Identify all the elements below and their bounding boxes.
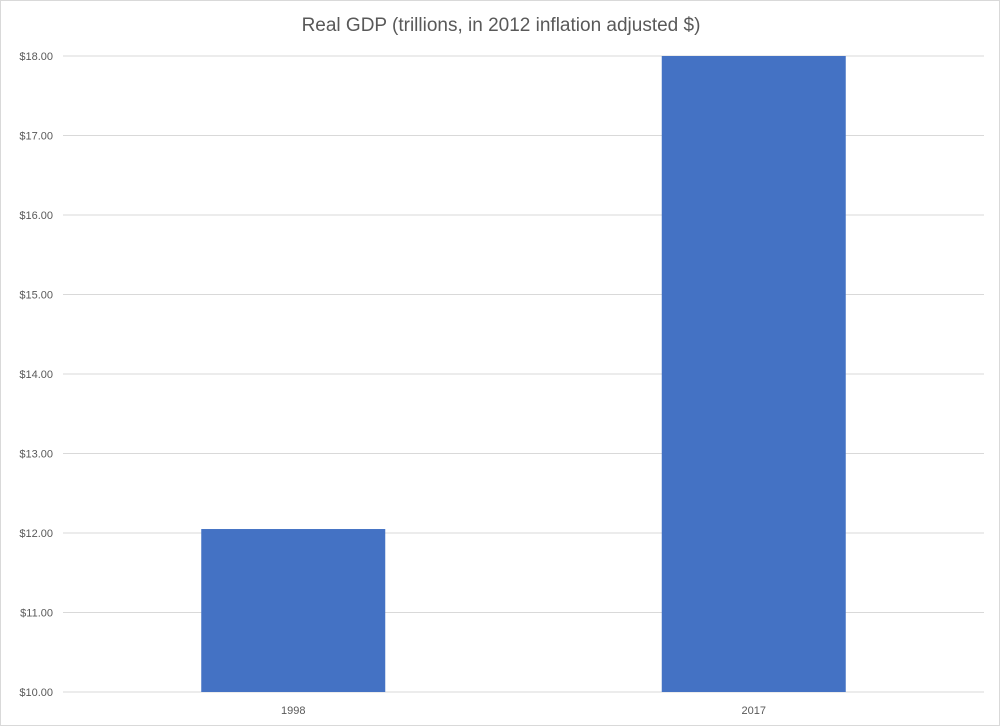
y-tick-label: $12.00 xyxy=(19,528,53,540)
y-tick-label: $13.00 xyxy=(19,449,53,461)
y-axis-tick-labels: $10.00 $11.00 $12.00 $13.00 $14.00 $15.00 $16.… xyxy=(19,51,53,699)
y-tick-label: $16.00 xyxy=(19,210,53,222)
y-tick-label: $15.00 xyxy=(19,290,53,302)
bar-2017 xyxy=(661,56,846,692)
gridlines xyxy=(63,55,984,693)
bar-1998 xyxy=(201,529,386,692)
x-tick-label: 1998 xyxy=(281,705,305,717)
x-tick-label: 2017 xyxy=(742,705,766,717)
y-tick-label: $11.00 xyxy=(20,608,53,620)
y-tick-label: $10.00 xyxy=(19,687,53,699)
x-axis-tick-labels: 1998 2017 xyxy=(281,705,766,717)
y-tick-label: $17.00 xyxy=(19,131,53,143)
y-tick-label: $14.00 xyxy=(19,369,53,381)
bars xyxy=(201,56,846,692)
chart-title: Real GDP (trillions, in 2012 inflation a… xyxy=(301,15,701,36)
y-tick-label: $18.00 xyxy=(19,51,53,63)
